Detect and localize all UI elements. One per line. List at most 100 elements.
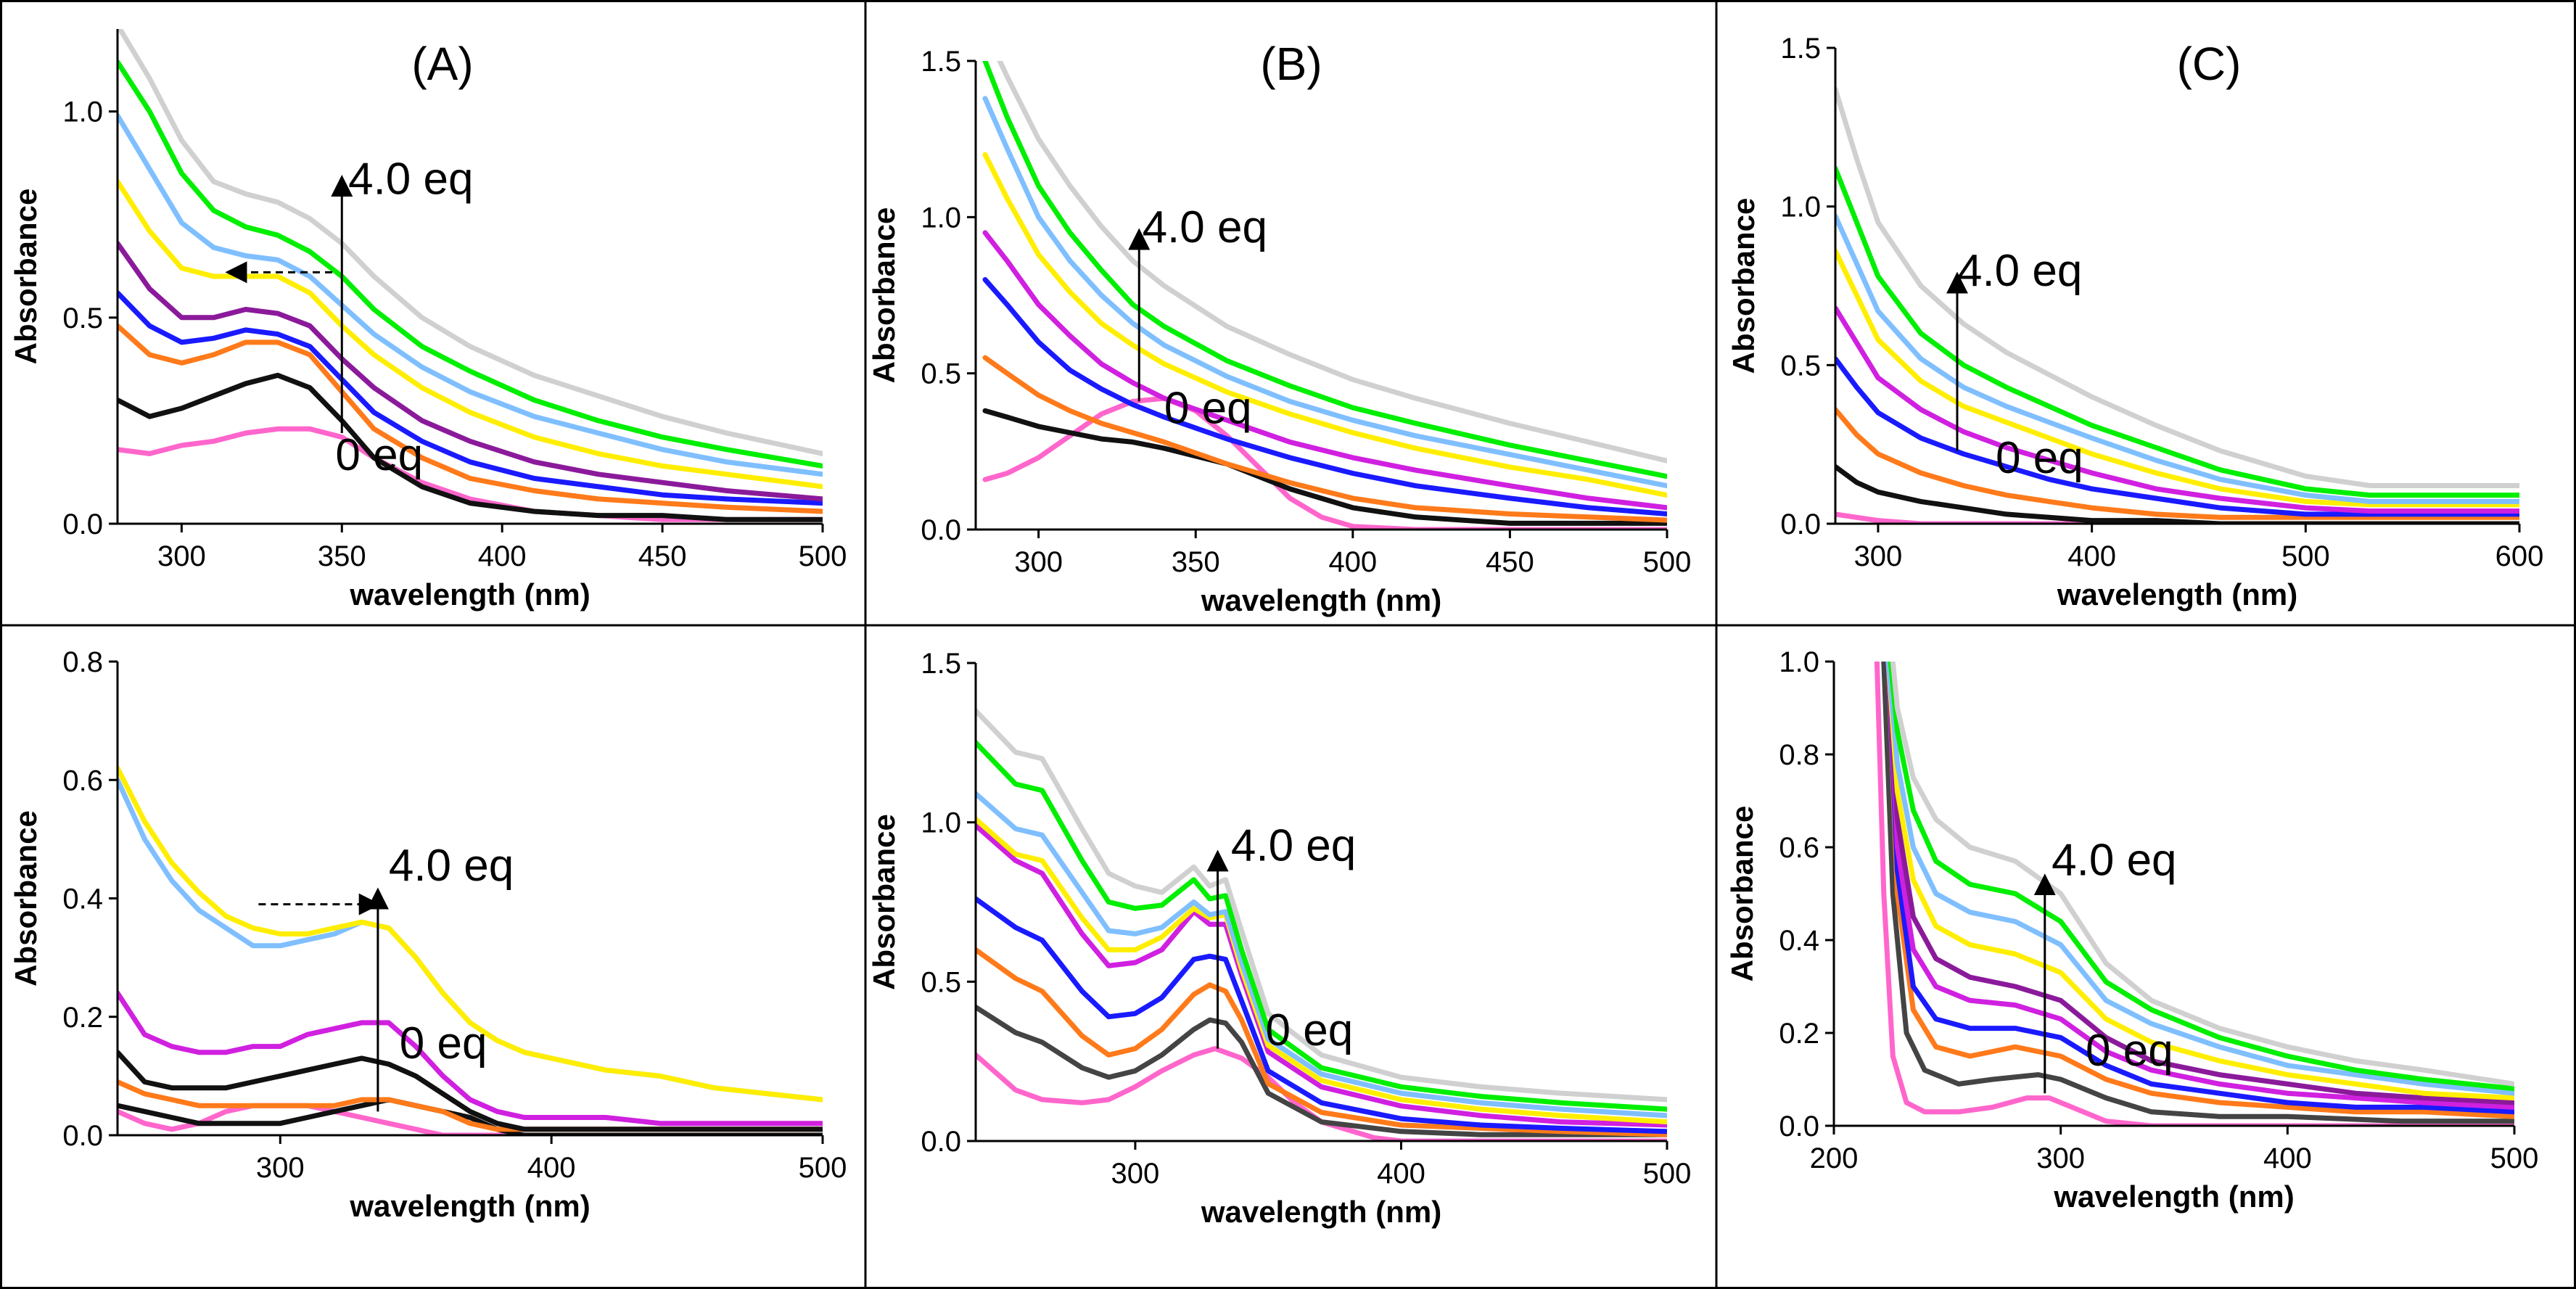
series-line-yellow [1885, 662, 2514, 1101]
chart-panel-3: 300 400 500 600 0.0 0.5 1.0 1.5 wavelength (nm) A… [1727, 33, 2543, 611]
series-line-orange [1835, 407, 2519, 520]
series-line-green [982, 61, 1667, 479]
chart-panel-1: 300 350 400 450 500 0.0 0.5 1.0 wavelength (nm) A… [9, 29, 847, 611]
x-tick-label: 400 [1377, 1158, 1425, 1190]
series-line-blue [976, 896, 1667, 1134]
series-line-pink [1835, 511, 2519, 524]
x-axis-label: wavelength (nm) [349, 1189, 590, 1223]
series-line-green [1835, 165, 2519, 498]
series-line-purple [1885, 662, 2514, 1105]
series-line-pink [982, 395, 1667, 530]
y-tick-label: 1.0 [1779, 646, 1819, 678]
y-tick-label: 1.5 [921, 46, 961, 78]
series-line-yellow [976, 816, 1667, 1125]
y-tick-label: 0.8 [1779, 739, 1819, 771]
series-line-orange [1885, 662, 2514, 1119]
x-axis-label: wavelength (nm) [1201, 583, 1441, 617]
annotation-bottom: 0 eq [400, 1018, 487, 1068]
y-axis-label: Absorbance [9, 810, 43, 987]
y-axis-label: Absorbance [9, 189, 43, 365]
y-tick-label: 0.5 [921, 358, 961, 390]
series-line-green [976, 740, 1667, 1112]
x-tick-label: 300 [1854, 540, 1903, 572]
x-tick-label: 450 [1486, 546, 1534, 578]
series-line-magenta [976, 823, 1667, 1128]
series-line-gray [1890, 662, 2514, 1087]
annotation-top: 4.0 eq [1231, 820, 1356, 870]
x-tick-label: 200 [1810, 1142, 1859, 1174]
series-line-lightblue [982, 96, 1667, 489]
y-tick-label: 1.0 [921, 807, 961, 839]
x-tick-label: 500 [1643, 546, 1692, 578]
series-line-gray [118, 29, 823, 456]
y-tick-label: 0.4 [62, 884, 103, 915]
y-tick-label: 0.5 [62, 302, 103, 334]
y-tick-label: 0.2 [1779, 1018, 1819, 1050]
x-tick-label: 400 [527, 1152, 576, 1184]
annotation-top: 4.0 eq [1143, 202, 1267, 252]
x-tick-label: 400 [2263, 1142, 2312, 1174]
annotation-top: 4.0 eq [1957, 246, 2082, 296]
series-group [976, 708, 1667, 1141]
y-axis-label: Absorbance [1727, 198, 1761, 374]
series-group [118, 765, 823, 1135]
x-axis-label: wavelength (nm) [2057, 577, 2297, 611]
y-tick-label: 0.6 [1779, 832, 1819, 864]
series-line-darkgray [1881, 662, 2514, 1124]
series-line-orange [982, 355, 1667, 523]
series-group [1835, 86, 2519, 524]
x-axis-label: wavelength (nm) [2053, 1179, 2294, 1214]
x-tick-label: 500 [2281, 540, 2330, 572]
series-line-magenta [1885, 662, 2514, 1110]
panel-title: (C) [2177, 38, 2242, 90]
series-line-lightblue [1885, 662, 2514, 1096]
chart-panel-6: 200 300 400 500 0.0 0.2 0.4 0.6 0.8 1.0 wavelength… [1725, 646, 2538, 1214]
series-group [1874, 662, 2514, 1126]
y-tick-label: 0.0 [921, 1126, 961, 1158]
series-line-orange [118, 323, 823, 514]
y-axis-label: Absorbance [867, 814, 901, 990]
annotation-top: 4.0 eq [2052, 835, 2176, 885]
x-tick-label: 400 [2067, 540, 2116, 572]
series-line-lightblue [976, 791, 1667, 1119]
y-tick-label: 0.0 [1780, 508, 1821, 540]
chart-panel-4: 300 400 500 0.0 0.2 0.4 0.6 0.8 wavelength (nm) A… [9, 646, 847, 1223]
series-group [118, 29, 823, 522]
y-tick-label: 1.0 [1780, 192, 1821, 223]
y-tick-label: 0.0 [1779, 1111, 1819, 1142]
x-tick-label: 500 [1643, 1158, 1692, 1190]
series-line-gray [997, 61, 1667, 464]
y-tick-label: 1.0 [921, 202, 961, 234]
series-line-gray [976, 708, 1667, 1103]
y-tick-label: 1.5 [1780, 33, 1821, 65]
x-tick-label: 300 [256, 1152, 305, 1184]
series-line-blue [118, 290, 823, 506]
y-tick-label: 1.5 [921, 648, 961, 680]
x-tick-label: 300 [1111, 1158, 1160, 1190]
annotation-top: 4.0 eq [389, 841, 514, 891]
annotation-bottom: 0 eq [335, 430, 423, 480]
y-tick-label: 0.5 [1780, 350, 1821, 382]
series-line-pink [976, 1046, 1667, 1141]
y-tick-label: 0.4 [1779, 925, 1819, 957]
x-axis-label: wavelength (nm) [1201, 1195, 1441, 1229]
x-tick-label: 300 [2036, 1142, 2085, 1174]
x-tick-label: 450 [638, 540, 687, 572]
series-line-black [1835, 464, 2519, 524]
series-line-blue [1885, 662, 2514, 1115]
series-line-gray [1835, 86, 2519, 488]
series-line-black [118, 372, 823, 522]
y-tick-label: 0.2 [62, 1002, 103, 1034]
panel-title: (A) [411, 38, 473, 90]
series-line-yellow [118, 765, 823, 1103]
series-line-magenta [118, 990, 823, 1127]
series-line-orange [976, 947, 1667, 1137]
y-tick-label: 0.5 [921, 966, 961, 998]
y-axis-label: Absorbance [1725, 806, 1759, 982]
series-line-lightblue [118, 112, 823, 477]
x-tick-label: 600 [2495, 540, 2544, 572]
